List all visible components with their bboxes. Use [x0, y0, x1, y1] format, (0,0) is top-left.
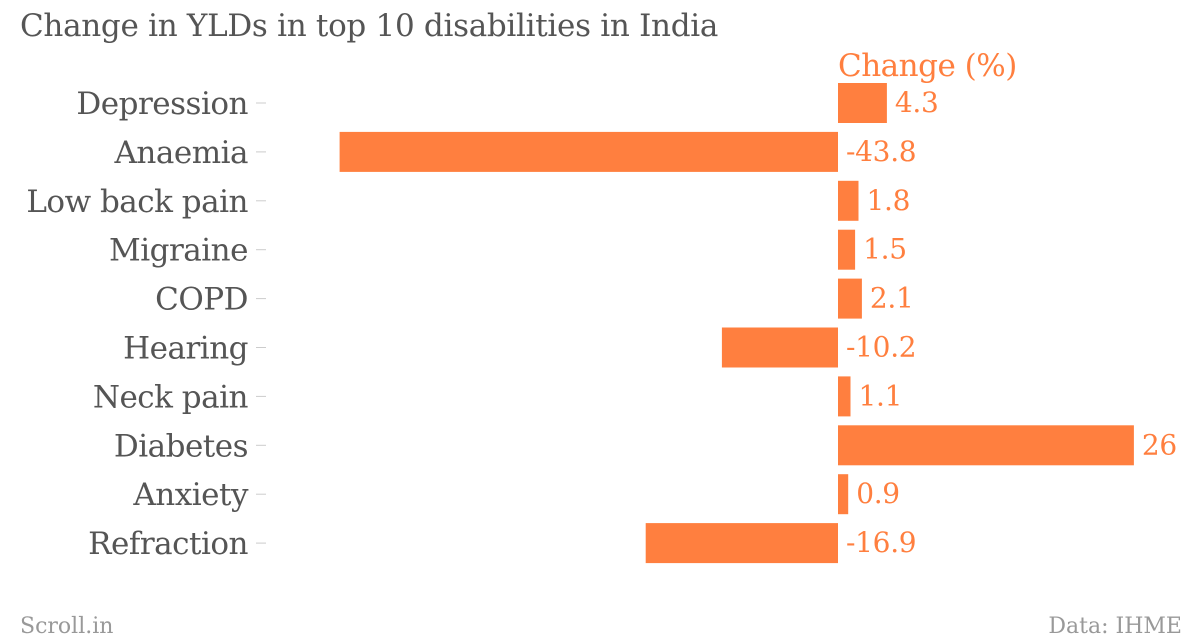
- category-label: Refraction: [88, 526, 248, 562]
- category-label: Migraine: [109, 233, 248, 269]
- category-label: Depression: [76, 86, 248, 122]
- category-label: Anxiety: [132, 477, 249, 513]
- bar: [339, 131, 838, 172]
- value-label: 26: [1142, 428, 1177, 461]
- value-label: 0.9: [856, 477, 900, 510]
- value-label: 4.3: [895, 86, 939, 119]
- value-label: -10.2: [846, 331, 916, 364]
- value-label: 1.8: [867, 184, 911, 217]
- data-source: Data: IHME: [1048, 614, 1182, 639]
- category-label: Hearing: [123, 331, 248, 367]
- source-credit: Scroll.in: [20, 614, 114, 639]
- bar: [838, 376, 851, 417]
- value-label: -16.9: [846, 526, 916, 559]
- bar: [838, 83, 887, 123]
- bar: [721, 327, 838, 368]
- value-label: 1.1: [859, 379, 903, 412]
- bar: [838, 229, 856, 270]
- chart-title: Change in YLDs in top 10 disabilities in…: [20, 8, 719, 44]
- category-label: Diabetes: [114, 428, 248, 464]
- category-label: Neck pain: [93, 379, 249, 415]
- bar: [838, 180, 859, 221]
- bar: [838, 278, 862, 319]
- value-label: 2.1: [870, 282, 914, 315]
- bar: [838, 474, 849, 515]
- value-label: 1.5: [863, 233, 907, 266]
- bar: [838, 425, 1134, 466]
- bar: [645, 523, 838, 564]
- series-header: Change (%): [838, 48, 1017, 84]
- category-label: Anaemia: [114, 135, 248, 171]
- category-label: COPD: [155, 282, 248, 318]
- value-label: -43.8: [846, 135, 916, 168]
- category-label: Low back pain: [26, 184, 248, 220]
